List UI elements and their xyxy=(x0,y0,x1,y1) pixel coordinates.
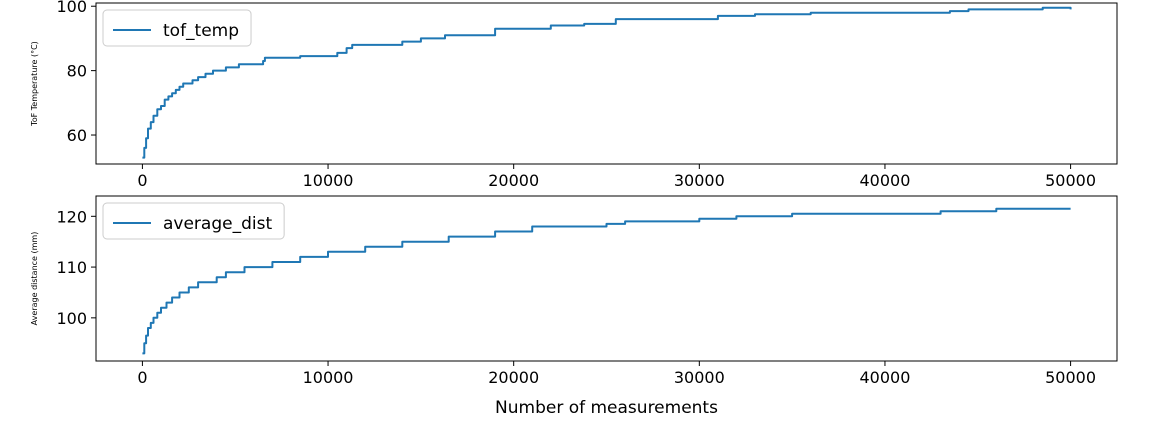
legend: tof_temp xyxy=(102,9,252,47)
series-line-average_dist xyxy=(142,207,1071,355)
plot-frame xyxy=(95,195,1118,362)
legend-label: tof_temp xyxy=(163,21,239,41)
x-tick-label: 30000 xyxy=(674,368,725,387)
x-axis-label: Number of measurements xyxy=(495,398,718,418)
plot-frame xyxy=(95,2,1118,165)
y-tick-label: 110 xyxy=(56,258,87,277)
x-tick-label: 0 xyxy=(137,368,147,387)
x-tick-label: 10000 xyxy=(303,368,354,387)
series-line-tof_temp xyxy=(142,6,1072,159)
y-tick-label: 60 xyxy=(67,126,87,145)
legend: average_dist xyxy=(102,202,285,240)
y-axis-label: ToF Temperature (°C) xyxy=(30,41,39,127)
x-tick-label: 20000 xyxy=(488,171,539,190)
x-tick-label: 40000 xyxy=(860,368,911,387)
y-tick-label: 120 xyxy=(56,207,87,226)
legend-box xyxy=(102,9,252,47)
x-tick-label: 0 xyxy=(137,171,147,190)
legend-label: average_dist xyxy=(163,214,272,234)
chart-tof-temperature: 0 10000 20000 30000 40000 50000 60 80 100 ToF Tem… xyxy=(30,0,1118,190)
x-tick-label: 40000 xyxy=(860,171,911,190)
x-tick-label: 20000 xyxy=(488,368,539,387)
x-tick-label: 50000 xyxy=(1045,368,1096,387)
x-tick-label: 10000 xyxy=(303,171,354,190)
chart-average-distance: 0 10000 20000 30000 40000 50000 100 110 120 Avera… xyxy=(30,195,1118,418)
legend-box xyxy=(102,202,285,240)
y-tick-label: 80 xyxy=(67,62,87,81)
x-tick-label: 30000 xyxy=(674,171,725,190)
y-axis-label: Average distance (mm) xyxy=(30,232,39,326)
y-tick-label: 100 xyxy=(56,309,87,328)
y-tick-label: 100 xyxy=(56,0,87,16)
x-tick-label: 50000 xyxy=(1045,171,1096,190)
